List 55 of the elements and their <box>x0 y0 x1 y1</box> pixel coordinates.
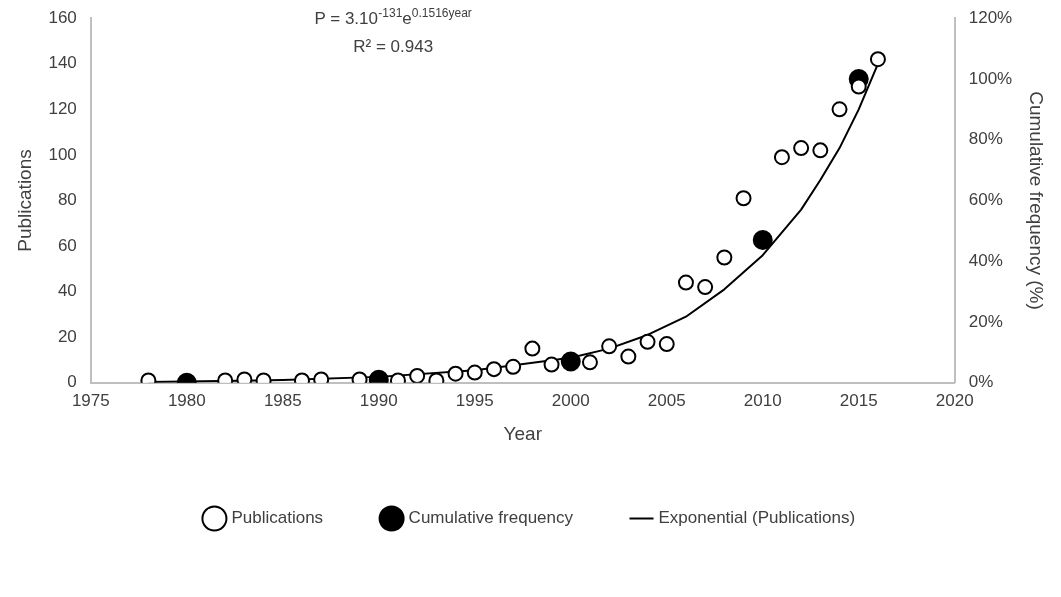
point <box>716 249 733 266</box>
legend-label: Cumulative frequency <box>408 508 574 528</box>
y-tick-label: 0 <box>67 372 77 392</box>
point <box>447 365 464 382</box>
point <box>831 101 848 118</box>
point <box>773 149 790 166</box>
x-tick-label: 1980 <box>167 390 206 410</box>
y-axis-title: Publications <box>13 149 35 252</box>
y-tick-label: 120 <box>48 99 77 119</box>
x-tick-label: 2020 <box>935 390 974 410</box>
legend-label: Publications <box>231 508 324 528</box>
point <box>409 367 426 383</box>
y2-axis-title: Cumulative frequency (%) <box>1026 91 1048 310</box>
point <box>793 140 810 157</box>
x-tick-label: 1975 <box>71 390 110 410</box>
point <box>485 361 502 378</box>
y-tick-label: 20 <box>57 326 77 346</box>
y-tick-label: 160 <box>48 7 77 27</box>
annotation: R² = 0.943 <box>353 37 434 57</box>
y-tick-label: 80 <box>57 190 77 210</box>
y2-tick-label: 100% <box>968 68 1013 88</box>
y2-tick-label: 40% <box>968 250 1003 270</box>
point <box>850 78 867 95</box>
y-tick-label: 100 <box>48 144 77 164</box>
x-axis-title: Year <box>503 422 543 444</box>
y2-tick-label: 20% <box>968 311 1003 331</box>
point <box>677 274 694 291</box>
y2-tick-label: 0% <box>968 372 994 392</box>
point <box>658 336 675 353</box>
point <box>735 190 752 207</box>
point <box>466 364 483 381</box>
x-tick-label: 1985 <box>263 390 302 410</box>
y-tick-label: 60 <box>57 235 77 255</box>
point <box>505 358 522 375</box>
point <box>620 348 637 365</box>
y2-tick-label: 80% <box>968 129 1003 149</box>
y-tick-label: 140 <box>48 53 77 73</box>
x-tick-label: 2010 <box>743 390 782 410</box>
y-tick-label: 40 <box>57 281 77 301</box>
point <box>581 354 598 371</box>
x-tick-label: 1995 <box>455 390 494 410</box>
point <box>639 333 656 350</box>
point <box>869 51 886 68</box>
y2-tick-label: 60% <box>968 190 1003 210</box>
x-tick-label: 2000 <box>551 390 590 410</box>
x-tick-label: 2015 <box>839 390 878 410</box>
legend-label: Exponential (Publications) <box>658 508 856 528</box>
point <box>524 340 541 357</box>
point <box>812 142 829 159</box>
y2-tick-label: 120% <box>968 7 1013 27</box>
x-tick-label: 2005 <box>647 390 686 410</box>
point <box>601 338 618 355</box>
point <box>697 279 714 296</box>
x-tick-label: 1990 <box>359 390 398 410</box>
point <box>543 356 560 373</box>
